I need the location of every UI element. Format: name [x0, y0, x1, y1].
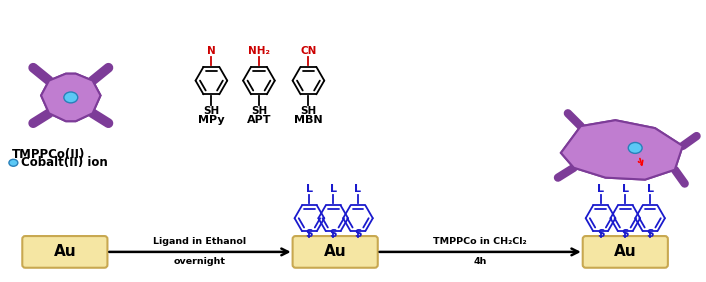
Text: Au: Au	[324, 244, 347, 259]
FancyBboxPatch shape	[23, 236, 107, 268]
Ellipse shape	[9, 159, 18, 166]
Text: Au: Au	[614, 244, 637, 259]
Text: L: L	[622, 184, 629, 195]
Text: L: L	[647, 184, 654, 195]
Text: CN: CN	[300, 46, 316, 56]
Text: L: L	[330, 184, 337, 195]
Polygon shape	[41, 74, 100, 121]
Polygon shape	[41, 74, 100, 121]
Text: S: S	[646, 229, 654, 239]
Text: L: L	[354, 184, 361, 195]
Text: S: S	[354, 229, 361, 239]
Ellipse shape	[628, 142, 642, 153]
FancyBboxPatch shape	[292, 236, 378, 268]
Text: 4h: 4h	[474, 257, 487, 266]
Text: TMPPCo(II): TMPPCo(II)	[11, 148, 85, 161]
Text: N: N	[207, 46, 216, 56]
Text: Ligand in Ethanol: Ligand in Ethanol	[153, 237, 246, 246]
Polygon shape	[561, 120, 683, 180]
Text: S: S	[330, 229, 337, 239]
Text: L: L	[306, 184, 313, 195]
Text: Au: Au	[54, 244, 76, 259]
Text: MPy: MPy	[198, 115, 225, 125]
Text: SH: SH	[203, 106, 220, 116]
Text: NH₂: NH₂	[248, 46, 270, 56]
Text: SH: SH	[300, 106, 316, 116]
Text: S: S	[306, 229, 313, 239]
Text: L: L	[597, 184, 604, 195]
Text: SH: SH	[251, 106, 267, 116]
FancyBboxPatch shape	[582, 236, 668, 268]
Text: APT: APT	[246, 115, 271, 125]
Text: Cobalt(II) ion: Cobalt(II) ion	[21, 156, 108, 169]
Text: MBN: MBN	[294, 115, 323, 125]
Text: S: S	[597, 229, 604, 239]
Text: S: S	[621, 229, 629, 239]
Ellipse shape	[64, 92, 78, 103]
Polygon shape	[561, 120, 683, 180]
Text: TMPPCo in CH₂Cl₂: TMPPCo in CH₂Cl₂	[433, 237, 527, 246]
Text: overnight: overnight	[174, 257, 226, 266]
